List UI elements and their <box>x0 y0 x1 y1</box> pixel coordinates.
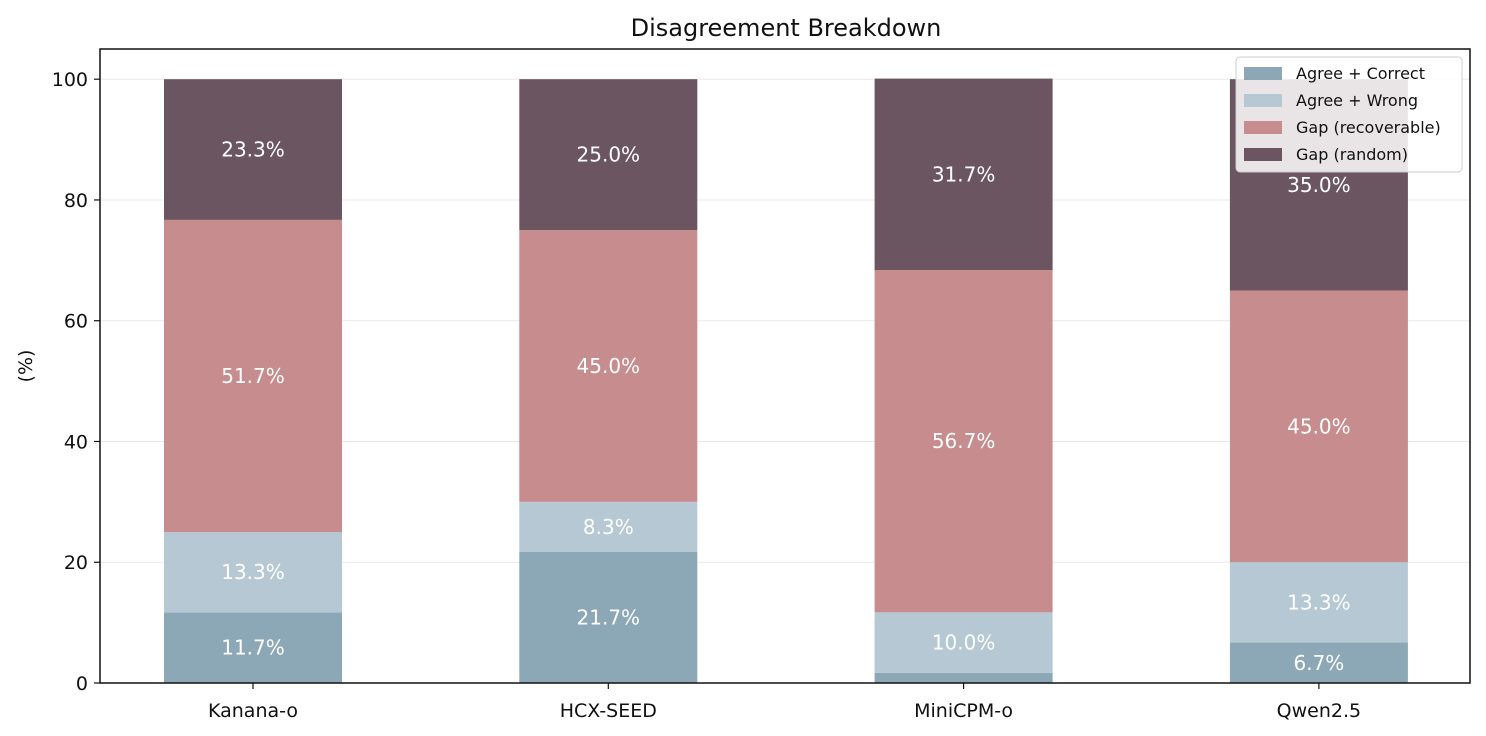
bar-value-label: 51.7% <box>221 364 285 388</box>
bar-value-label: 10.0% <box>932 631 996 655</box>
y-tick-label: 60 <box>64 311 88 333</box>
bar-segment <box>164 79 342 220</box>
y-axis-ticks: 0 20 40 60 80 100 <box>52 69 100 695</box>
legend-swatch <box>1244 67 1282 80</box>
y-tick-label: 0 <box>76 673 88 695</box>
bar-segment <box>519 551 698 683</box>
bar-value-label: 45.0% <box>1287 414 1351 438</box>
bars <box>164 78 1408 683</box>
legend-swatch <box>1244 94 1282 107</box>
legend-entry: Agree + Wrong <box>1296 91 1418 110</box>
bar-value-label: 8.3% <box>583 515 634 539</box>
y-tick-label: 80 <box>64 190 88 212</box>
bar-segment <box>164 532 342 613</box>
bar-value-label: 25.0% <box>577 143 641 167</box>
bar-value-label: 13.3% <box>221 560 285 584</box>
legend-box <box>1235 56 1463 173</box>
chart-title: Disagreement Breakdown <box>631 14 942 42</box>
segment-labels: 11.7% 13.3% 51.7% 23.3% 21.7% 8.3% 45.0% 25.0% 1… <box>221 138 1350 675</box>
x-axis-ticks: Kanana-o HCX-SEED MiniCPM-o Qwen2.5 <box>208 683 1361 722</box>
x-tick-label: MiniCPM-o <box>914 700 1013 722</box>
plot-frame <box>99 48 1471 684</box>
bar-value-label: 35.0% <box>1287 173 1351 197</box>
bar-segment <box>874 78 1053 270</box>
y-tick-label: 100 <box>52 69 88 91</box>
bar-segment <box>874 672 1053 683</box>
legend-entry: Agree + Correct <box>1296 64 1425 83</box>
bar-segment <box>519 230 698 502</box>
bar-segment <box>874 612 1053 673</box>
legend-entry: Gap (recoverable) <box>1296 118 1441 137</box>
x-tick-label: Kanana-o <box>208 700 298 722</box>
bar-segment <box>164 612 342 683</box>
bar-segment <box>1229 562 1408 643</box>
x-tick-label: HCX-SEED <box>560 700 657 722</box>
legend-swatch <box>1244 148 1282 161</box>
bar-value-label: 45.0% <box>577 354 641 378</box>
bar-value-label: 31.7% <box>932 162 996 186</box>
bar-segment <box>164 219 342 533</box>
x-tick-label: Qwen2.5 <box>1277 700 1361 722</box>
bar-segment <box>1229 642 1408 683</box>
bar-value-label: 11.7% <box>221 636 285 660</box>
legend-swatch <box>1244 121 1282 134</box>
bar-segment <box>874 269 1053 613</box>
bar-value-label: 6.7% <box>1293 651 1344 675</box>
bar-value-label: 23.3% <box>221 138 285 162</box>
y-axis-label: (%) <box>15 350 37 383</box>
bar-value-label: 21.7% <box>577 605 641 629</box>
bar-value-label: 13.3% <box>1287 590 1351 614</box>
bar-segment <box>519 501 698 552</box>
y-tick-label: 40 <box>64 431 88 453</box>
bar-segment <box>519 79 698 231</box>
bar-value-label: 56.7% <box>932 429 996 453</box>
y-tick-label: 20 <box>64 552 88 574</box>
legend: Agree + Correct Agree + Wrong Gap (recover… <box>1235 56 1463 173</box>
legend-entry: Gap (random) <box>1296 145 1408 164</box>
bar-segment <box>1229 290 1408 563</box>
